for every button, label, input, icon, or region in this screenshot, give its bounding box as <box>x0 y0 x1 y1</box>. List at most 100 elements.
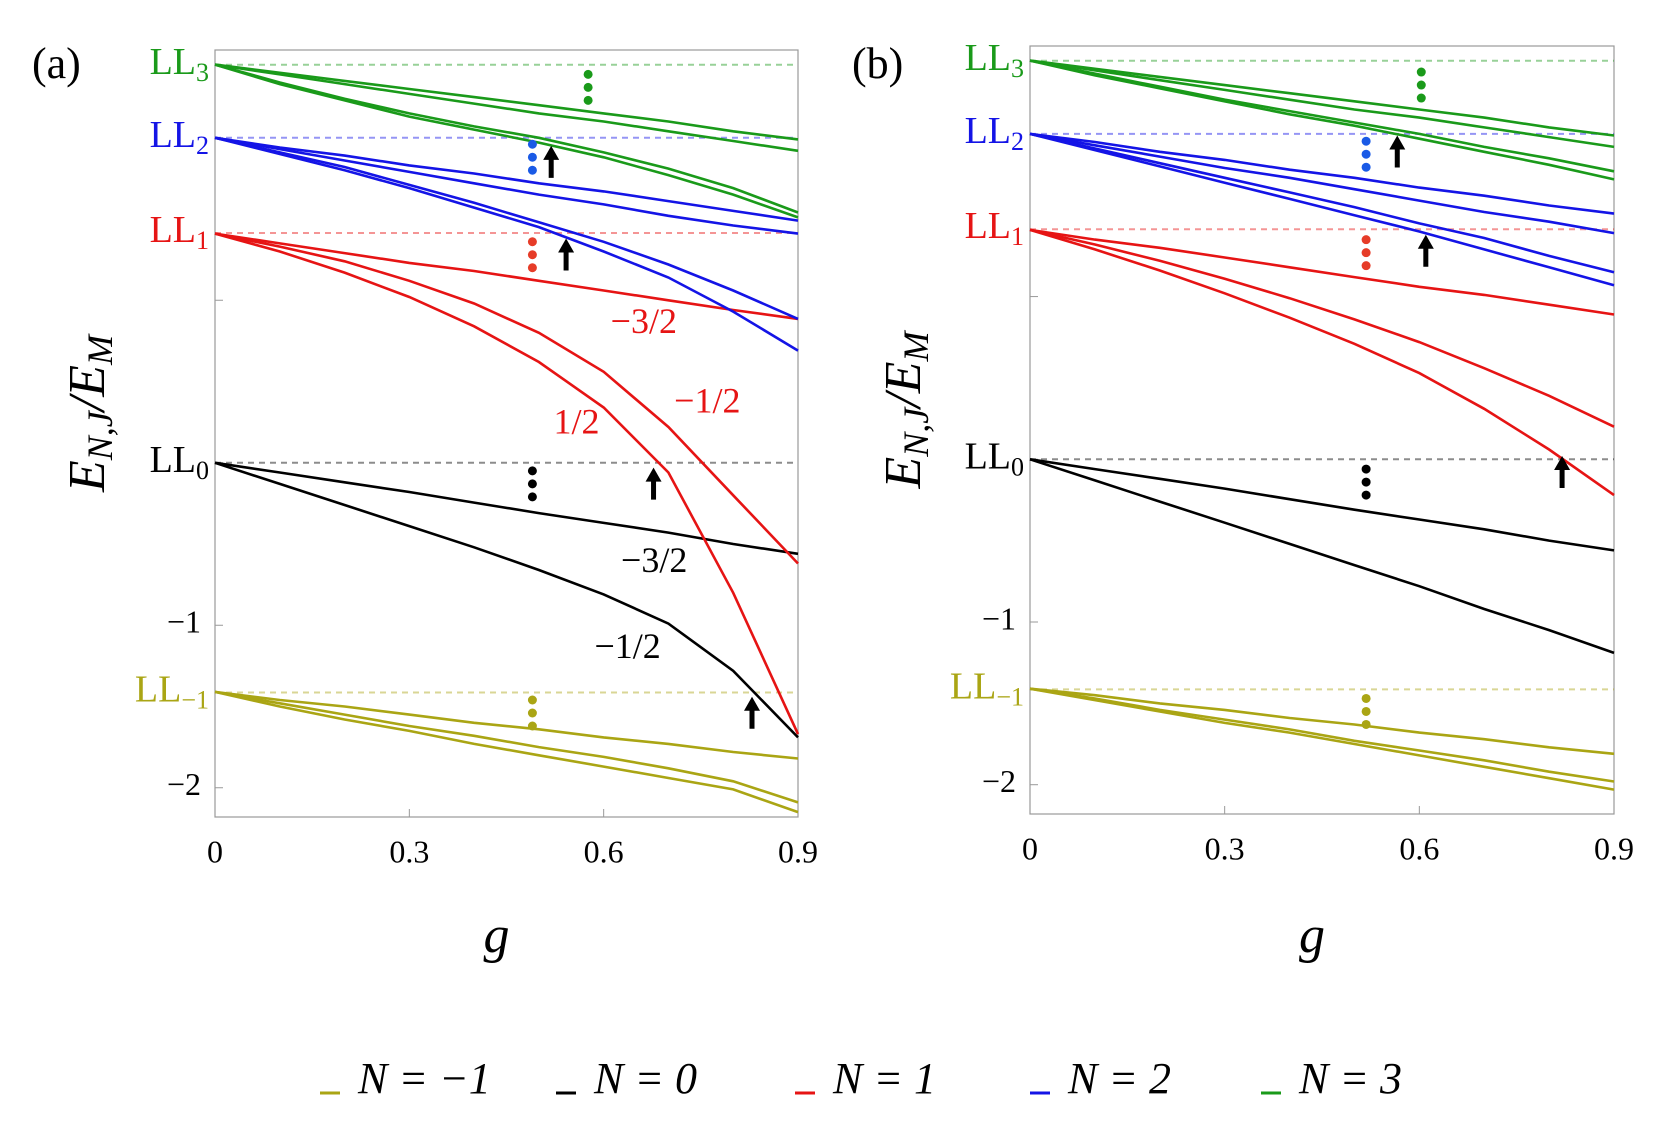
level-label: LL3 <box>965 37 1024 83</box>
level-label: LL0 <box>965 435 1024 481</box>
level-name: LL <box>965 110 1011 152</box>
y-axis-label-part: E <box>875 457 932 490</box>
ellipsis-dot <box>583 95 593 105</box>
curve <box>214 690 799 814</box>
level-index: 0 <box>1011 452 1024 481</box>
arrow <box>1554 456 1571 489</box>
level-index: 1 <box>1011 222 1024 251</box>
plot-frame <box>1029 45 1615 815</box>
y-tick-label: −1 <box>982 600 1016 636</box>
curve <box>214 690 799 760</box>
y-axis-label: EN,J/EM <box>875 330 936 490</box>
ellipsis-dot <box>1361 248 1371 258</box>
ellipsis-dot <box>527 139 537 149</box>
ellipsis-dot <box>1361 693 1371 703</box>
curve-label: −1/2 <box>594 626 660 666</box>
curve <box>214 136 799 235</box>
ellipsis-dot <box>527 695 537 705</box>
legend-label: N = −1 <box>357 1054 491 1103</box>
curve <box>1029 59 1615 149</box>
curve <box>214 63 799 219</box>
y-axis-label-part: /E <box>875 362 932 411</box>
y-tick-label: −2 <box>982 763 1016 799</box>
curve <box>214 136 799 352</box>
ellipsis-dot <box>527 492 537 502</box>
level-index: −1 <box>181 685 209 714</box>
curve-label: −1/2 <box>674 381 740 421</box>
curve <box>1029 59 1615 137</box>
x-tick-label: 0.6 <box>584 833 624 869</box>
ellipsis-dot <box>1361 477 1371 487</box>
ellipsis-dot <box>1361 490 1371 500</box>
y-axis-label-part: N,J <box>80 409 120 461</box>
x-tick-label: 0 <box>1022 830 1038 866</box>
arrow <box>645 467 662 500</box>
ellipsis-dot <box>1416 93 1426 103</box>
plot-frame <box>214 49 799 818</box>
curve <box>1029 687 1615 783</box>
curve <box>214 461 799 739</box>
ellipsis-dot <box>527 466 537 476</box>
level-name: LL <box>150 438 196 480</box>
curve <box>214 232 799 565</box>
y-axis-label-part: /E <box>59 365 116 414</box>
ellipsis-dot <box>527 263 537 273</box>
curve <box>214 232 800 735</box>
ellipsis-dot <box>583 82 593 92</box>
ellipsis-dot <box>583 69 593 79</box>
level-index: −1 <box>996 682 1024 711</box>
ellipsis-dot <box>527 250 537 260</box>
level-label: LL0 <box>150 438 209 484</box>
level-index: 2 <box>1011 127 1024 156</box>
ellipsis-dot <box>1361 162 1371 172</box>
level-index: 3 <box>196 58 209 87</box>
ellipsis-dot <box>527 479 537 489</box>
curve <box>214 63 799 141</box>
ellipsis-dot <box>527 152 537 162</box>
x-tick-label: 0.3 <box>389 833 429 869</box>
x-tick-label: 0.3 <box>1205 830 1245 866</box>
level-label: LL1 <box>150 209 209 255</box>
level-name: LL <box>965 435 1011 477</box>
curve <box>214 136 799 321</box>
x-tick-label: 0.9 <box>778 833 818 869</box>
curve <box>214 461 799 556</box>
curve <box>214 63 799 214</box>
ellipsis-dot <box>527 708 537 718</box>
legend-label: N = 0 <box>593 1054 697 1103</box>
curve <box>1029 132 1615 287</box>
ellipsis-dot <box>1361 719 1371 729</box>
curve <box>1029 228 1615 497</box>
ellipsis-dot <box>1416 80 1426 90</box>
ellipsis-dot <box>1361 235 1371 245</box>
ellipsis-dot <box>1361 261 1371 271</box>
curve <box>1029 228 1615 316</box>
level-index: 1 <box>196 226 209 255</box>
curve <box>214 232 799 321</box>
x-tick-label: 0 <box>207 833 223 869</box>
curve <box>1029 687 1615 756</box>
ellipsis-dot <box>1361 136 1371 146</box>
level-label: LL1 <box>965 205 1024 251</box>
y-tick-label: −1 <box>167 604 201 640</box>
curve <box>1029 132 1615 274</box>
y-tick-label: −2 <box>167 766 201 802</box>
level-label: LL−1 <box>950 665 1024 711</box>
level-label: LL3 <box>150 41 209 87</box>
curve-label: −3/2 <box>621 540 687 580</box>
level-name: LL <box>965 37 1011 79</box>
ellipsis-dot <box>1416 67 1426 77</box>
level-index: 2 <box>196 131 209 160</box>
curve <box>214 63 799 153</box>
level-name: LL <box>150 41 196 83</box>
level-name: LL <box>150 209 196 251</box>
y-axis-label-part: N,J <box>896 406 936 458</box>
ellipsis-dot <box>527 165 537 175</box>
arrow <box>558 238 575 271</box>
ellipsis-dot <box>1361 706 1371 716</box>
curve <box>1029 132 1615 235</box>
curve <box>1029 458 1615 655</box>
level-index: 0 <box>196 456 209 485</box>
arrow <box>1389 135 1406 168</box>
